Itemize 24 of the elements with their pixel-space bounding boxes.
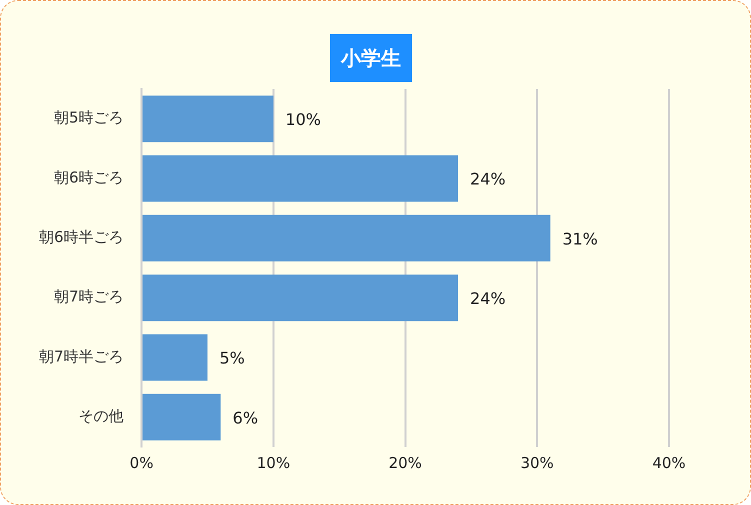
bar xyxy=(142,334,208,381)
y-tick-label: 朝7時ごろ xyxy=(54,288,124,306)
y-tick-label: 朝6時ごろ xyxy=(54,168,124,186)
bar xyxy=(142,96,274,142)
x-tick-label: 30% xyxy=(520,454,554,472)
bar xyxy=(142,274,458,322)
chart-title: 小学生 xyxy=(330,34,412,82)
bar xyxy=(142,214,550,262)
y-tick-label: 朝7時半ごろ xyxy=(38,347,124,366)
y-tick-label: 朝5時ごろ xyxy=(54,108,124,127)
y-tick-label: 朝6時半ごろ xyxy=(38,228,124,246)
data-label: 5% xyxy=(219,348,245,368)
bar xyxy=(142,155,458,202)
x-tick-label: 10% xyxy=(256,454,290,472)
bar xyxy=(142,394,221,440)
x-tick-label: 0% xyxy=(130,454,154,472)
x-tick-label: 20% xyxy=(388,454,422,472)
x-tick-label: 40% xyxy=(652,454,686,472)
data-label: 24% xyxy=(470,288,506,308)
data-label: 31% xyxy=(562,229,598,248)
data-label: 10% xyxy=(285,110,321,129)
data-label: 24% xyxy=(470,170,506,189)
data-label: 6% xyxy=(232,408,258,428)
y-tick-label: その他 xyxy=(78,407,124,426)
